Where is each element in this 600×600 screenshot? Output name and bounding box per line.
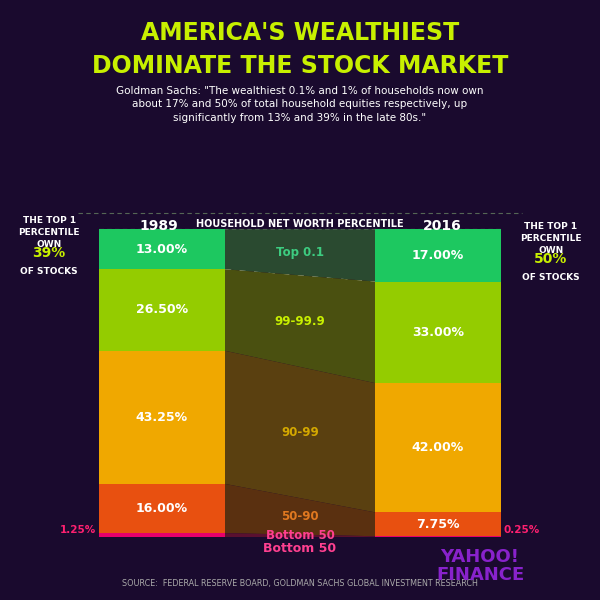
Text: Bottom 50: Bottom 50 [266,529,334,542]
Text: SOURCE:  FEDERAL RESERVE BOARD, GOLDMAN SACHS GLOBAL INVESTMENT RESEARCH: SOURCE: FEDERAL RESERVE BOARD, GOLDMAN S… [122,578,478,588]
Text: 1989: 1989 [140,219,178,233]
Text: 1.25%: 1.25% [60,525,96,535]
Text: 90-99: 90-99 [281,426,319,439]
Text: Goldman Sachs: "The wealthiest 0.1% and 1% of households now own
about 17% and 5: Goldman Sachs: "The wealthiest 0.1% and … [116,86,484,123]
Text: Bottom 50: Bottom 50 [263,542,337,555]
Text: 50-90: 50-90 [281,510,319,523]
Text: 2016: 2016 [423,219,461,233]
Text: 99-99.9: 99-99.9 [275,314,325,328]
Text: FINANCE: FINANCE [436,566,524,584]
Text: DOMINATE THE STOCK MARKET: DOMINATE THE STOCK MARKET [92,54,508,78]
Text: 43.25%: 43.25% [136,411,188,424]
Text: 42.00%: 42.00% [412,441,464,454]
Text: 39%: 39% [32,246,66,260]
Text: HOUSEHOLD NET WORTH PERCENTILE: HOUSEHOLD NET WORTH PERCENTILE [196,219,404,229]
Text: YAHOO!: YAHOO! [440,548,520,566]
Text: AMERICA'S WEALTHIEST: AMERICA'S WEALTHIEST [141,21,459,45]
Text: 7.75%: 7.75% [416,518,460,531]
Text: THE TOP 1
PERCENTILE
OWN: THE TOP 1 PERCENTILE OWN [520,223,581,255]
Text: Top 0.1: Top 0.1 [276,246,324,259]
Text: OF STOCKS: OF STOCKS [20,267,78,276]
Text: THE TOP 1
PERCENTILE
OWN: THE TOP 1 PERCENTILE OWN [19,216,80,249]
Text: 33.00%: 33.00% [412,326,464,339]
Text: 0.25%: 0.25% [504,525,540,535]
Text: 16.00%: 16.00% [136,502,188,515]
Text: 13.00%: 13.00% [136,243,188,256]
Text: 26.50%: 26.50% [136,304,188,316]
Text: 50%: 50% [534,253,568,266]
Text: 17.00%: 17.00% [412,249,464,262]
Text: OF STOCKS: OF STOCKS [522,274,580,283]
